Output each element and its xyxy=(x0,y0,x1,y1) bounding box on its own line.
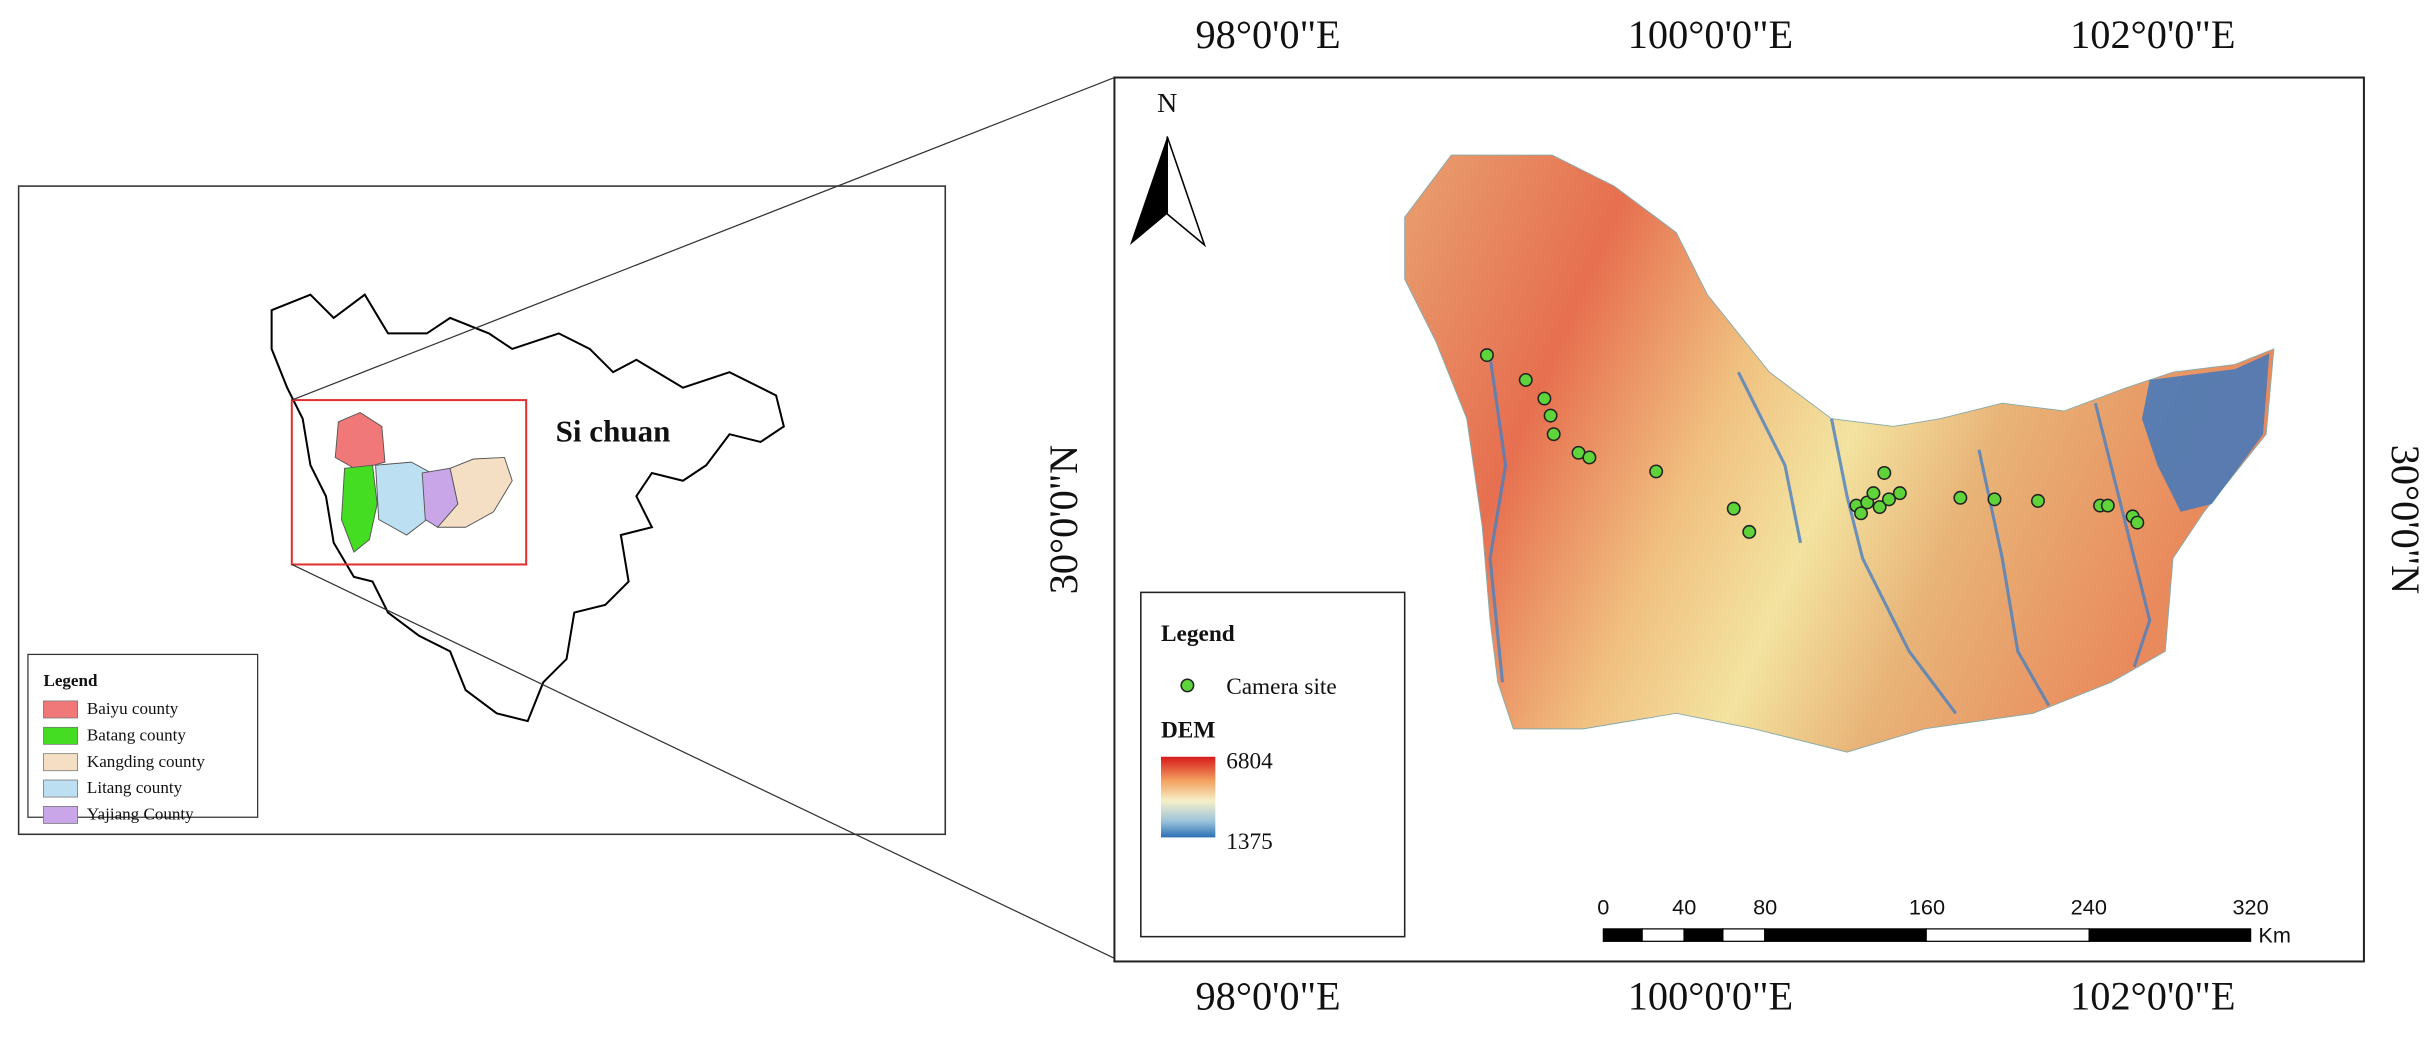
inset-legend-title: Legend xyxy=(43,671,98,690)
top-lon-label: 98°0'0"E xyxy=(1195,12,1340,57)
scale-label: 40 xyxy=(1672,894,1696,919)
legend-swatch xyxy=(43,753,78,772)
north-label: N xyxy=(1157,88,1177,119)
legend-label: Litang county xyxy=(87,778,183,797)
legend-swatch xyxy=(43,779,78,798)
connector xyxy=(291,76,1115,401)
north-arrow xyxy=(1129,136,1168,246)
kangding-county xyxy=(436,456,513,528)
baiyu-county xyxy=(334,411,386,471)
scale-label: 80 xyxy=(1753,894,1777,919)
low-elevation-area xyxy=(2141,353,2270,512)
legend-swatch xyxy=(43,726,78,745)
scale-label: 160 xyxy=(1909,894,1945,919)
study-area-box xyxy=(290,399,528,566)
scale-label: 0 xyxy=(1597,894,1609,919)
top-lon-label: 102°0'0"E xyxy=(2070,12,2235,57)
bottom-lon-label: 100°0'0"E xyxy=(1628,973,1793,1018)
legend-label: Kangding county xyxy=(87,752,205,771)
scale-label: 320 xyxy=(2232,894,2268,919)
bottom-lon-label: 102°0'0"E xyxy=(2070,973,2235,1018)
bottom-labels: 98°0'0"E 100°0'0"E 102°0'0"E xyxy=(1195,973,2235,1018)
legend-label: Batang county xyxy=(87,726,186,745)
camera-legend-label: Camera site xyxy=(1226,674,1337,700)
camera-sites xyxy=(1479,348,2145,539)
region-label: Si chuan xyxy=(556,413,671,448)
dem-color-bar xyxy=(1161,756,1216,838)
batang-county xyxy=(341,464,378,553)
scale-bar xyxy=(1602,928,2252,942)
bottom-lon-label: 98°0'0"E xyxy=(1195,973,1340,1018)
left-label: 30°0'0"N xyxy=(1041,445,1086,595)
camera-legend-symbol xyxy=(1180,678,1195,693)
top-labels: 98°0'0"E 100°0'0"E 102°0'0"E xyxy=(1195,12,2235,57)
dem-title: DEM xyxy=(1161,717,1215,743)
north-arrow xyxy=(1166,136,1207,248)
legend-label: Yajiang County xyxy=(87,805,194,824)
sichuan-outline xyxy=(270,293,785,723)
dem-high: 6804 xyxy=(1226,748,1273,774)
legend-swatch xyxy=(43,806,78,824)
legend-swatch xyxy=(43,700,78,719)
scale-labels: 0 40 80 160 240 320 xyxy=(1597,894,2268,919)
inset-legend-items: Baiyu county Batang county Kangding county… xyxy=(43,699,205,824)
scale-label: 240 xyxy=(2071,894,2107,919)
dem-low: 1375 xyxy=(1226,829,1273,855)
right-label: 30°0'0"N xyxy=(2383,445,2426,595)
main-legend-title: Legend xyxy=(1161,621,1235,647)
scale-unit: Km xyxy=(2258,922,2291,947)
legend-label: Baiyu county xyxy=(87,699,179,718)
top-lon-label: 100°0'0"E xyxy=(1628,12,1793,57)
connector xyxy=(291,563,1115,959)
